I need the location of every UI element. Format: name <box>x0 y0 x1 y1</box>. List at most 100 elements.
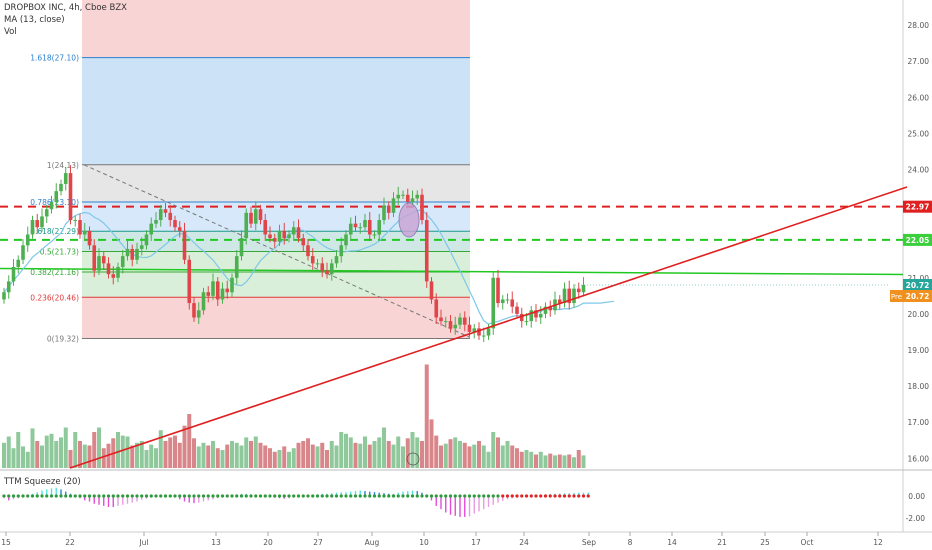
candle-body <box>272 238 277 242</box>
squeeze-dot <box>239 494 244 498</box>
squeeze-dot <box>87 494 92 498</box>
volume-bar <box>320 442 325 468</box>
candle-body <box>268 234 272 239</box>
time-tick-15: Oct <box>801 538 814 547</box>
candle-body <box>215 281 220 300</box>
candle-body <box>491 277 496 329</box>
candle-body <box>415 194 420 199</box>
ma-indicator-label[interactable]: MA (13, close) <box>4 15 65 25</box>
volume-bar <box>534 454 538 468</box>
candle-body <box>44 209 49 217</box>
volume-bar <box>344 433 348 468</box>
candle-body <box>519 313 524 322</box>
squeeze-dot <box>339 494 343 498</box>
candle-body <box>6 281 11 293</box>
volume-bar <box>496 437 500 468</box>
squeeze-dot <box>391 494 396 498</box>
squeeze-dot <box>159 494 163 498</box>
volume-bar <box>382 427 386 468</box>
fib-zone-top <box>82 0 470 58</box>
volume-bar <box>277 450 282 468</box>
squeeze-dot <box>40 494 44 498</box>
price-tick-0: 28.00 <box>908 21 930 30</box>
squeeze-dot <box>244 494 248 498</box>
last-price-badge: 20.72 <box>906 281 930 290</box>
volume-bar <box>472 444 477 468</box>
fib-label-1: 1(24.13) <box>47 161 79 170</box>
volume-bar <box>192 438 196 468</box>
squeeze-dot <box>173 494 177 498</box>
volume-bar <box>291 448 296 468</box>
candle-body <box>249 212 253 224</box>
price-tick-7: 21.00 <box>908 274 930 283</box>
volume-bar <box>234 442 239 468</box>
volume-bar <box>135 442 139 468</box>
volume-bar <box>310 444 315 468</box>
candle-body <box>420 194 424 221</box>
squeeze-dot <box>472 494 476 498</box>
squeeze-dot <box>586 494 590 498</box>
candle-body <box>391 198 396 213</box>
candle-body <box>481 335 486 337</box>
volume-bar <box>334 445 339 468</box>
candle-body <box>496 277 500 304</box>
volume-bar <box>239 445 244 468</box>
candle-body <box>439 317 443 322</box>
candle-body <box>201 292 206 311</box>
candle-body <box>59 183 63 192</box>
squeeze-tick-1: -2.00 <box>906 514 926 523</box>
candle-body <box>567 288 572 304</box>
volume-bar <box>287 451 291 468</box>
squeeze-dot <box>363 494 367 498</box>
volume-bar <box>258 442 263 468</box>
squeeze-dot <box>211 494 215 498</box>
green-line-price-badge: 22.05 <box>906 236 930 245</box>
time-tick-2: Jul <box>138 538 148 547</box>
squeeze-dot <box>501 494 505 498</box>
time-tick-3: 13 <box>211 538 221 547</box>
candle-body <box>472 328 477 332</box>
candle-body <box>424 220 429 282</box>
squeeze-dot <box>64 494 68 498</box>
fib-zone-0 <box>82 297 470 339</box>
time-tick-14: 25 <box>760 538 770 547</box>
candle-body <box>306 245 310 257</box>
squeeze-dot <box>520 494 524 498</box>
candle-body <box>486 328 491 336</box>
candle-body <box>296 227 301 239</box>
volume-bar <box>59 437 63 468</box>
squeeze-dot <box>54 494 58 498</box>
squeeze-dot <box>368 494 372 498</box>
candle-body <box>30 220 35 235</box>
volume-bar <box>154 448 158 468</box>
candle-body <box>344 234 348 246</box>
volume-bar <box>11 448 16 468</box>
squeeze-dot <box>311 494 315 498</box>
squeeze-dot <box>420 494 424 498</box>
candle-body <box>11 266 16 282</box>
price-tick-4: 24.00 <box>908 166 930 175</box>
volume-bar <box>396 436 401 468</box>
candle-body <box>348 223 353 235</box>
squeeze-indicator-label[interactable]: TTM Squeeze (20) <box>4 477 81 487</box>
squeeze-dot <box>372 494 377 498</box>
candle-body <box>557 299 562 304</box>
squeeze-dot <box>16 494 20 498</box>
volume-bar <box>215 448 220 468</box>
squeeze-dot <box>26 494 30 498</box>
symbol-title[interactable]: DROPBOX INC, 4h, Cboe BZX <box>4 3 127 13</box>
volume-bar <box>63 427 68 468</box>
squeeze-dot <box>182 494 187 498</box>
squeeze-dot <box>325 494 329 498</box>
volume-bar <box>458 441 462 468</box>
squeeze-dot <box>529 494 533 498</box>
squeeze-dot <box>486 494 491 498</box>
volume-bar <box>44 435 49 468</box>
squeeze-dot <box>249 494 253 498</box>
volume-indicator-label[interactable]: Vol <box>4 27 17 37</box>
candle-body <box>576 288 581 293</box>
volume-bar <box>97 427 101 468</box>
volume-bar <box>2 442 6 468</box>
